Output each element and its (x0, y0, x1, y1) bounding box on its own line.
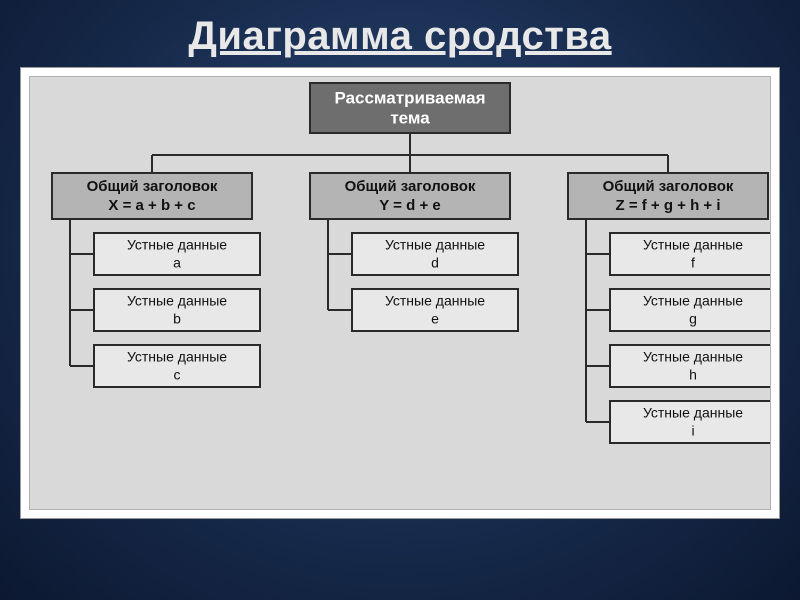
branch-header-0-label-1: Общий заголовок (87, 178, 218, 195)
data-item-2-0-label-1: Устные данные (643, 237, 743, 253)
data-item-2-2-label-1: Устные данные (643, 349, 743, 365)
data-item-2-1-label-2: g (689, 311, 697, 327)
data-item-0-1-label-2: b (173, 311, 181, 327)
data-item-1-1-label-1: Устные данные (385, 293, 485, 309)
diagram-canvas-inner: Рассматриваемаятема Общий заголовок X = a … (29, 76, 771, 510)
diagram-canvas-outer: Рассматриваемаятема Общий заголовок X = a … (20, 67, 780, 519)
data-item-0-0-label-2: a (173, 255, 181, 271)
data-item-2-2-label-2: h (689, 367, 697, 383)
data-item-0-2-label-1: Устные данные (127, 349, 227, 365)
data-item-2-1-label-1: Устные данные (643, 293, 743, 309)
data-item-2-3-label-1: Устные данные (643, 405, 743, 421)
root-label-1: Рассматриваемая (334, 88, 485, 107)
branch-header-1-label-2: Y = d + e (379, 197, 440, 214)
root-label-2: тема (390, 108, 430, 127)
data-item-1-1-label-2: e (431, 311, 439, 327)
data-item-0-1-label-1: Устные данные (127, 293, 227, 309)
branch-header-0-label-2: X = a + b + c (108, 197, 195, 214)
branch-header-1-label-1: Общий заголовок (345, 178, 476, 195)
data-item-1-0-label-2: d (431, 255, 439, 271)
data-item-0-2-label-2: c (174, 367, 181, 383)
data-item-1-0-label-1: Устные данные (385, 237, 485, 253)
data-item-2-0-label-2: f (691, 255, 695, 271)
slide-title: Диаграмма сродства (0, 14, 800, 59)
affinity-diagram: Рассматриваемаятема Общий заголовок X = a … (30, 77, 770, 507)
slide: Диаграмма сродства Рассматриваемаятема Об… (0, 0, 800, 600)
data-item-0-0-label-1: Устные данные (127, 237, 227, 253)
branch-header-2-label-1: Общий заголовок (603, 178, 734, 195)
data-item-2-3-label-2: i (691, 423, 694, 439)
branch-header-2-label-2: Z = f + g + h + i (615, 197, 720, 214)
